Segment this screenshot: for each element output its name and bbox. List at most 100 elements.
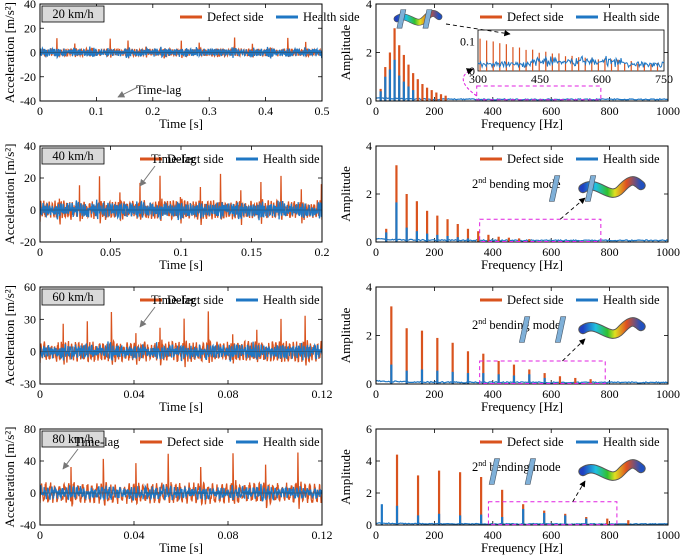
time-80-defect-series	[40, 452, 322, 509]
time-40-y-axis-label: Acceleration [m/s²]	[2, 144, 17, 245]
time-80-ytick-label: 0	[30, 486, 36, 500]
time-20-xtick-label: 0	[37, 104, 43, 118]
time-80-xtick-label: 0.12	[312, 528, 333, 542]
time-20-legend-defect-label: Defect side	[207, 10, 264, 24]
freq-20-ytick-label: 4	[366, 0, 372, 11]
freq-20-xtick-label: 1000	[656, 104, 680, 118]
time-60-axes-frame	[39, 286, 323, 385]
freq-20-x-axis-label: Frequency [Hz]	[481, 116, 563, 131]
time-80-speed-label: 80 km/h	[52, 432, 94, 446]
freq-20-inset-xtick-label: 450	[531, 72, 549, 86]
support-block	[422, 9, 433, 29]
time-40-xtick-label: 0.1	[174, 245, 189, 259]
freq-20-noise-floor-line	[375, 97, 669, 101]
time-20-xtick-label: 0.1	[89, 104, 104, 118]
time-60-speed-label: 60 km/h	[52, 290, 94, 304]
time-60-time-lag-label: Time-lag	[151, 293, 197, 307]
freq-80-legend-health-label: Health side	[603, 435, 660, 449]
freq-60-noise-floor	[375, 379, 669, 384]
freq-40-x-axis-label: Frequency [Hz]	[481, 257, 563, 272]
freq-40-xtick-label: 200	[425, 245, 443, 259]
freq-40-mode-label-rest: bending mode	[486, 177, 561, 191]
freq-80-ytick-label: 4	[366, 454, 372, 468]
time-80-xtick-label: 0.04	[124, 528, 145, 542]
freq-60-ytick-label: 0	[366, 377, 372, 391]
time-20-xtick-label: 0.5	[315, 104, 330, 118]
time-20-ytick-label: 40	[24, 0, 36, 11]
time-60-xtick-label: 0.12	[312, 387, 333, 401]
freq-60-xtick-label: 800	[601, 387, 619, 401]
time-40-axes-frame	[39, 145, 323, 243]
time-20-speed-label: 20 km/h	[52, 7, 94, 21]
support-block	[584, 175, 597, 202]
freq-60-y-axis-label: Amplitude	[338, 307, 353, 363]
freq-60-ytick-label: 4	[366, 280, 372, 294]
freq-60-xtick-label: 1000	[656, 387, 680, 401]
freq-20-zoom-link	[462, 68, 478, 97]
freq-40-y-axis-label: Amplitude	[338, 166, 353, 222]
freq-60-x-axis-label: Frequency [Hz]	[481, 399, 563, 414]
support-block	[396, 9, 407, 29]
freq-20-panel: 0 200 400 600 800 1000 0 2 4 Frequency [Hz] Amplit…	[338, 0, 680, 131]
freq-80-x-axis-label: Frequency [Hz]	[481, 540, 563, 555]
freq-40-mode-arrow	[559, 197, 586, 220]
time-20-ytick-label: -20	[20, 70, 36, 84]
freq-60-noise-floor-line	[375, 379, 669, 384]
freq-80-mode-box	[487, 501, 618, 526]
freq-60-mode-label: 2nd bending mode	[472, 317, 561, 332]
freq-40-xtick-label: 600	[542, 245, 560, 259]
time-80-time-lag-label: Time-lag	[74, 435, 120, 449]
time-40-ytick-label: 40	[24, 139, 36, 153]
freq-80-ytick-label: 2	[366, 486, 372, 500]
time-80-ytick-label: 80	[24, 422, 36, 436]
freq-40-ytick-label: 4	[366, 139, 372, 153]
support-block	[548, 175, 561, 202]
freq-20-axes-frame	[375, 3, 669, 102]
time-40-xtick-label: 0.05	[100, 245, 121, 259]
freq-20-noise-floor	[375, 97, 669, 101]
time-80-speed-box	[41, 430, 105, 448]
time-60-y-axis-label: Acceleration [m/s²]	[2, 285, 17, 386]
time-20-xtick-label: 0.4	[258, 104, 273, 118]
freq-80-mode-label: 2nd bending mode	[472, 459, 561, 474]
support-block	[518, 316, 531, 343]
time-40-speed-box	[41, 147, 105, 165]
time-20-ytick-label: 20	[24, 21, 36, 35]
freq-80-noise-floor	[375, 522, 668, 525]
freq-40-mode-label: 2nd bending mode	[472, 176, 561, 191]
freq-60-legend-defect-label: Defect side	[507, 293, 564, 307]
time-40-legend-health-label: Health side	[263, 152, 320, 166]
time-80-axes-frame	[39, 428, 323, 526]
time-20-x-axis-label: Time [s]	[159, 116, 203, 131]
freq-60-ytick-label: 2	[366, 329, 372, 343]
freq-80-panel: 0 200 400 600 800 1000 0 2 4 6 Frequency [Hz] Ampli…	[338, 422, 680, 555]
time-80-legend-defect-label: Defect side	[167, 435, 224, 449]
freq-40-xtick-label: 400	[484, 245, 502, 259]
time-40-time-lag-arrow	[139, 165, 156, 187]
time-80-xtick-label: 0.08	[218, 528, 239, 542]
time-40-xtick-label: 0	[37, 245, 43, 259]
time-20-ytick-label: 0	[30, 46, 36, 60]
freq-80-xtick-label: 1000	[656, 528, 680, 542]
time-40-legend-defect-label: Defect side	[167, 152, 224, 166]
freq-20-mode-arrow	[445, 23, 511, 37]
time-40-xtick-label: 0.2	[315, 245, 330, 259]
freq-60-panel: 0 200 400 600 800 1000 0 2 4 Frequency [Hz] Amplit…	[338, 280, 680, 414]
time-40-xtick-label: 0.15	[241, 245, 262, 259]
freq-80-xtick-label: 600	[542, 528, 560, 542]
time-40-ytick-label: -20	[20, 235, 36, 249]
freq-60-mode-box	[479, 360, 606, 385]
support-block	[488, 458, 500, 485]
freq-80-ytick-label: 0	[366, 518, 372, 532]
freq-20-legend-health-label: Health side	[603, 10, 660, 24]
freq-60-xtick-label: 400	[484, 387, 502, 401]
freq-40-ytick-label: 0	[366, 235, 372, 249]
time-60-ytick-label: 60	[24, 280, 36, 294]
freq-20-inset-xtick-label: 600	[593, 72, 611, 86]
time-60-ytick-label: 30	[24, 312, 36, 326]
freq-60-mode-label-sup: nd	[478, 317, 486, 326]
freq-40-noise-floor-line	[375, 237, 669, 242]
